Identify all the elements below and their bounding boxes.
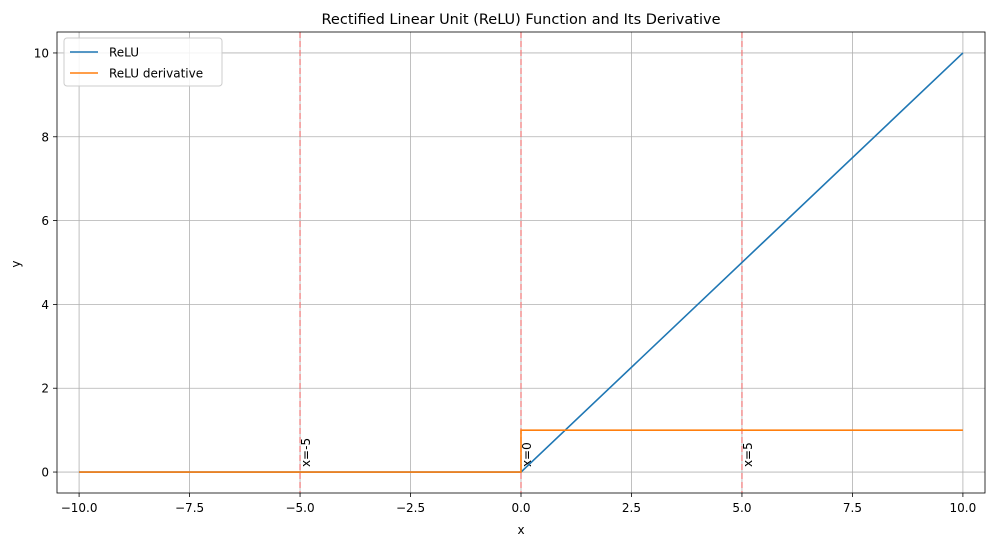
x-tick-label: 5.0	[732, 501, 751, 515]
series-lines	[79, 52, 964, 473]
legend: ReLU ReLU derivative	[63, 37, 223, 87]
y-tick-label: 2	[41, 382, 49, 396]
y-tick-label: 8	[41, 130, 49, 144]
vline-label: x=-5	[299, 438, 313, 467]
y-tick-label: 10	[34, 46, 49, 60]
vline-label: x=0	[520, 442, 534, 467]
chart-title: Rectified Linear Unit (ReLU) Function an…	[322, 12, 721, 28]
x-tick-label: −7.5	[175, 501, 204, 515]
vline-label: x=5	[741, 442, 755, 467]
legend-entry-label: ReLU	[109, 46, 139, 60]
y-tick-label: 6	[41, 214, 49, 228]
axis-ticks: −10.0 −7.5 −5.0 −2.5 0.0 2.5 5.0 7.5 10.0 0 2 4 6 8 10	[34, 46, 977, 515]
x-tick-label: 2.5	[622, 501, 641, 515]
series-line-1	[79, 429, 963, 473]
y-tick-label: 4	[41, 298, 49, 312]
x-tick-label: 7.5	[843, 501, 862, 515]
y-tick-label: 0	[41, 466, 49, 480]
x-tick-label: −5.0	[285, 501, 314, 515]
x-tick-label: 0.0	[511, 501, 530, 515]
legend-entry-label: ReLU derivative	[109, 67, 203, 81]
y-axis-label: y	[9, 260, 23, 267]
x-axis-label: x	[517, 523, 524, 537]
x-tick-label: −2.5	[396, 501, 425, 515]
x-tick-label: 10.0	[950, 501, 977, 515]
x-tick-label: −10.0	[61, 501, 98, 515]
legend-box	[63, 37, 223, 87]
